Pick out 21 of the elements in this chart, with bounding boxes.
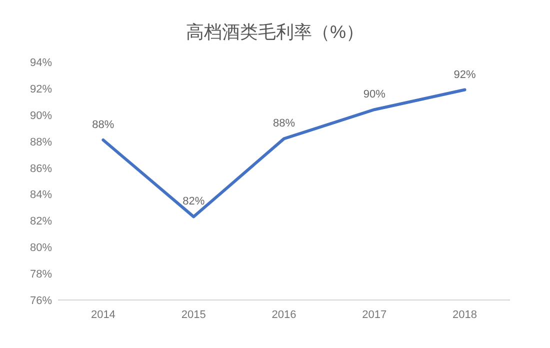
y-tick-label: 88% <box>30 136 52 148</box>
data-label: 82% <box>182 196 205 208</box>
y-tick-label: 84% <box>30 189 52 202</box>
x-tick-label: 2015 <box>181 309 206 321</box>
y-tick-label: 92% <box>30 83 52 96</box>
x-tick-label: 2014 <box>90 309 116 321</box>
data-label: 88% <box>92 119 114 132</box>
x-tick-label: 2017 <box>362 309 387 321</box>
data-label: 90% <box>363 88 386 101</box>
data-label: 88% <box>272 118 296 130</box>
y-tick-label: 76% <box>30 295 52 307</box>
y-tick-label: 94% <box>30 57 52 69</box>
y-tick-label: 82% <box>30 216 52 228</box>
x-tick-label: 2018 <box>452 309 478 321</box>
y-tick-label: 78% <box>30 268 52 281</box>
x-tick-label: 2016 <box>272 309 296 321</box>
data-label: 92% <box>454 68 476 81</box>
y-tick-label: 90% <box>30 110 52 122</box>
y-tick-label: 80% <box>30 242 52 254</box>
chart-title: 高档酒类毛利率（%） <box>186 22 364 42</box>
y-tick-label: 86% <box>30 162 52 175</box>
